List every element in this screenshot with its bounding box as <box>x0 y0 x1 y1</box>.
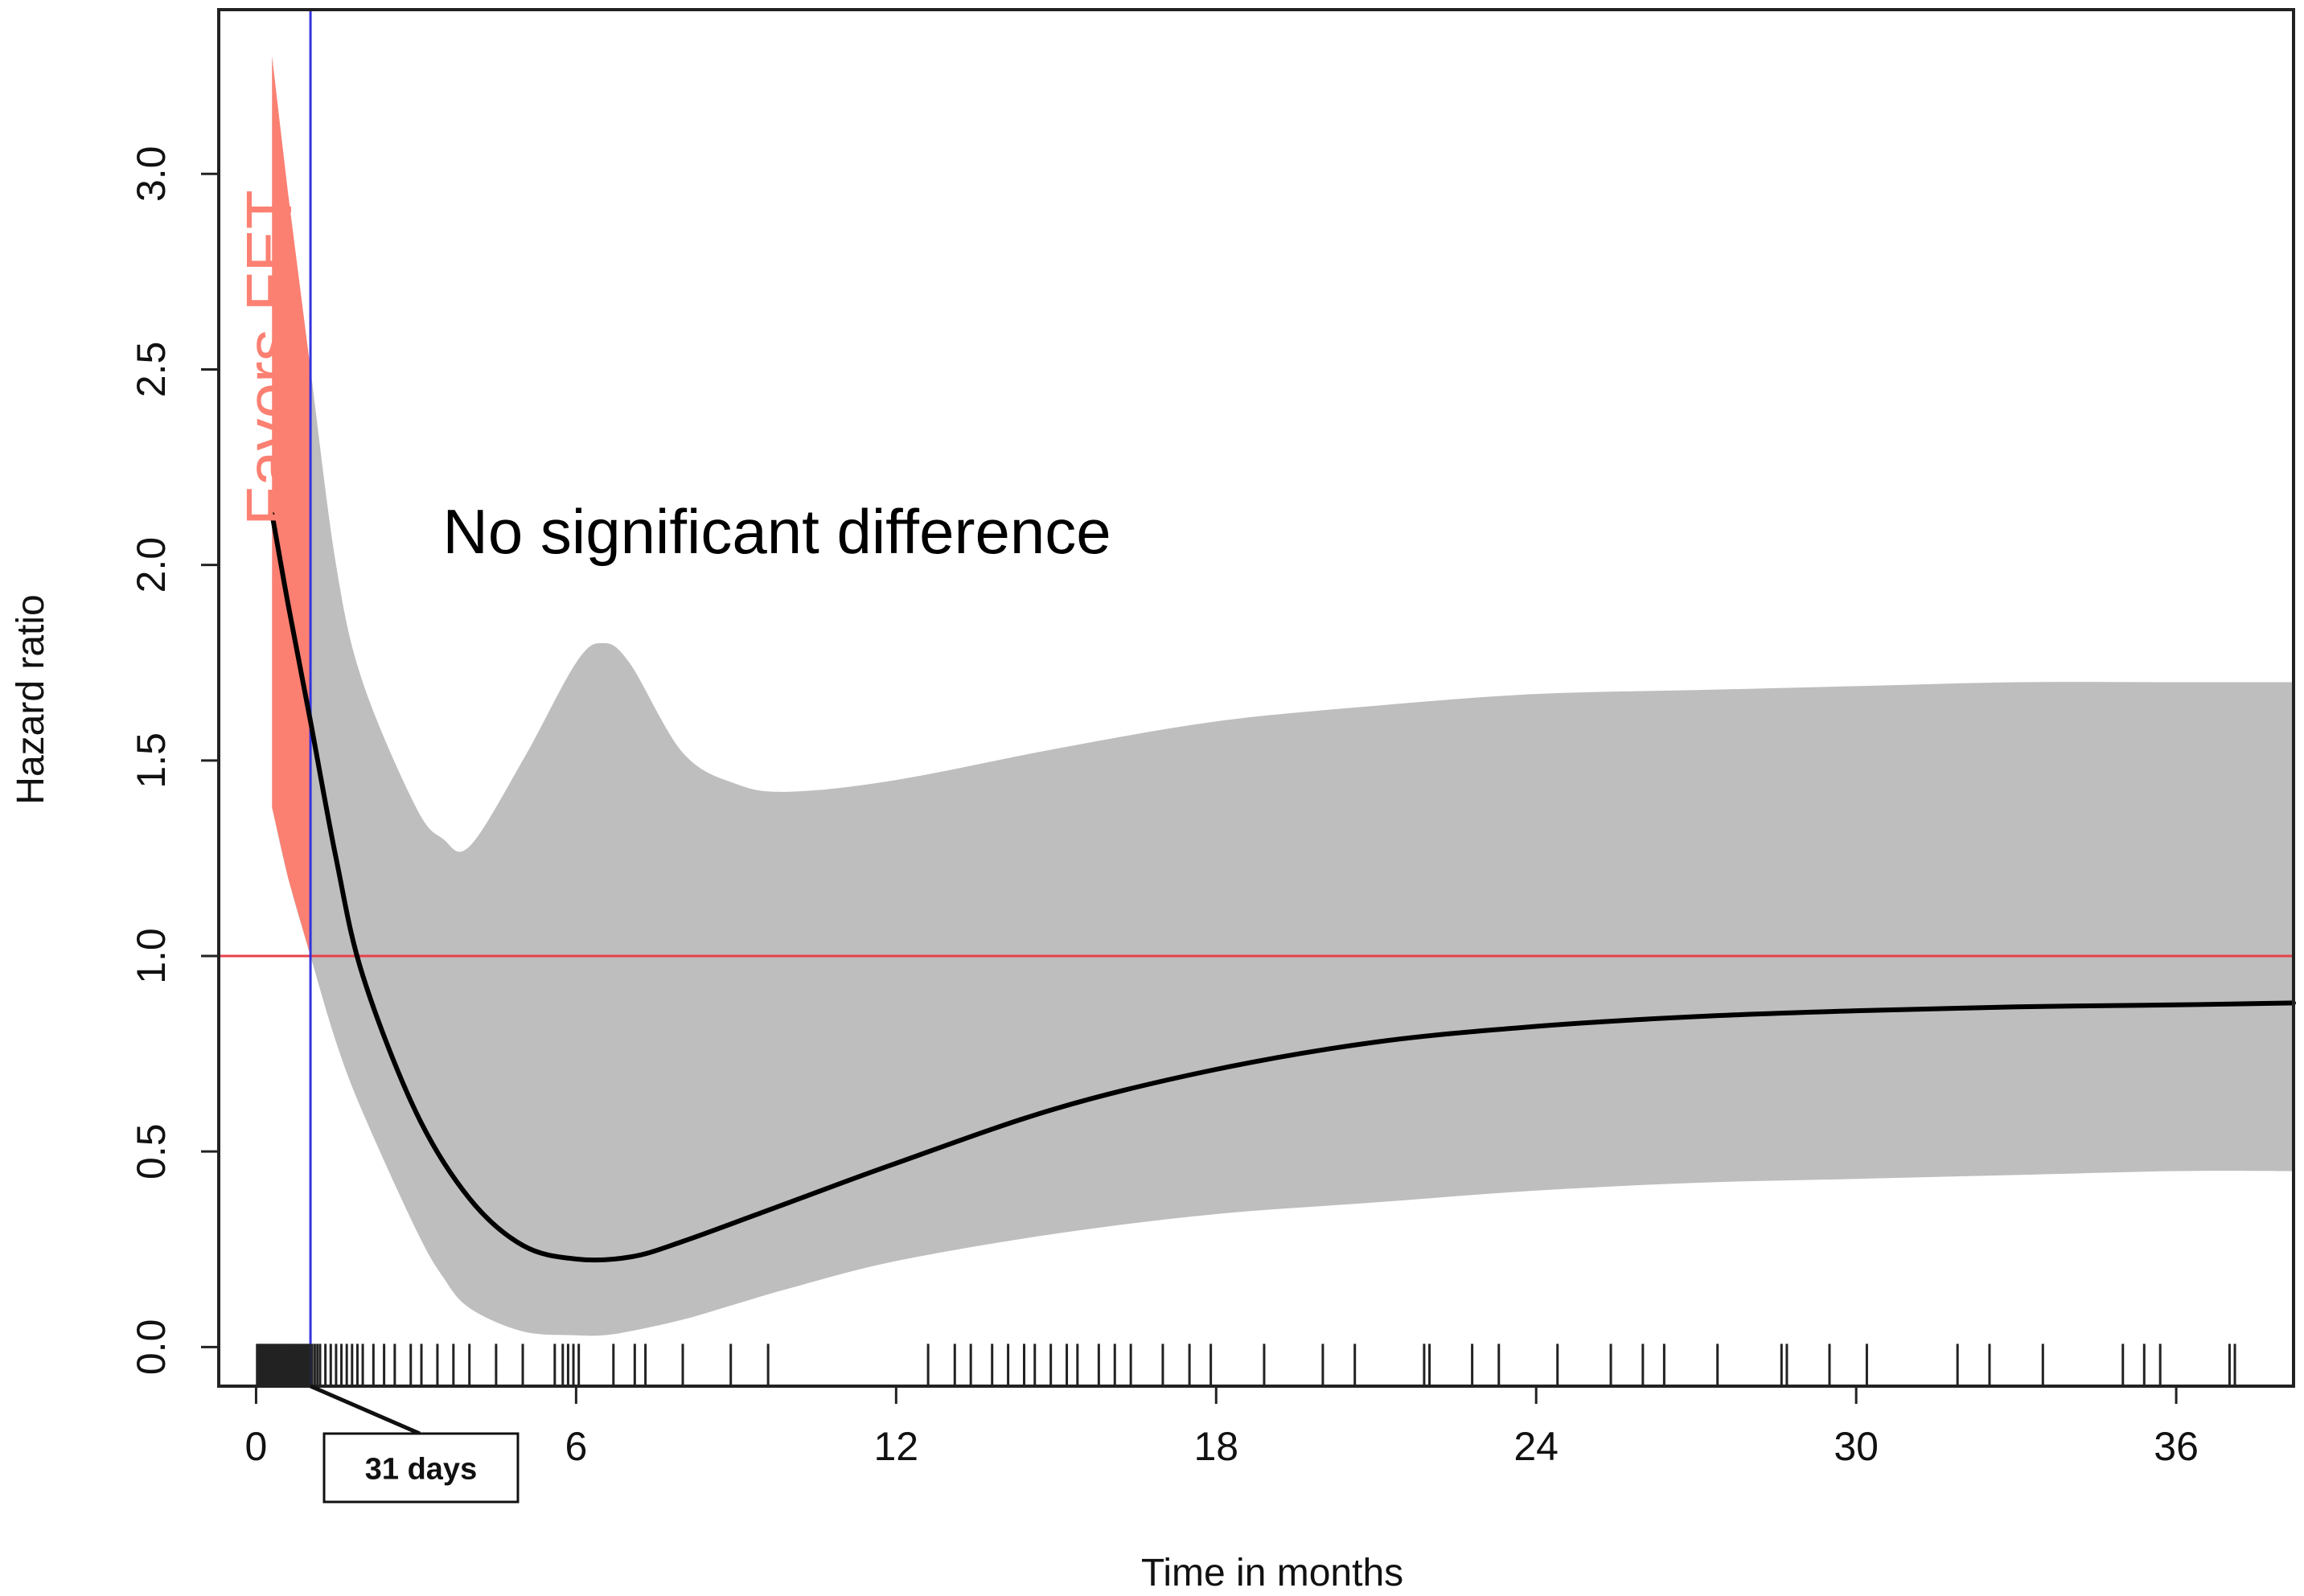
x-tick-label: 30 <box>1834 1424 1879 1469</box>
favors-fet-label: Favors FET <box>233 190 305 526</box>
x-tick-label: 18 <box>1193 1424 1238 1469</box>
confidence-band-layer <box>272 56 2294 1336</box>
reference-lines-layer <box>219 10 2294 1386</box>
callout-box <box>322 1432 520 1504</box>
annotation-layer: Favors FET No significant difference Tim… <box>10 190 1403 1594</box>
x-tick-label: 24 <box>1513 1424 1559 1469</box>
x-tick-label: 0 <box>245 1424 268 1469</box>
axes-layer: 0 6 12 18 24 30 36 0.0 0.5 1.0 1.5 2.0 2.5 3.0 <box>129 8 2295 1469</box>
plot-frame <box>217 8 2295 1388</box>
y-tick-label: 3.0 <box>129 146 174 203</box>
hazard-curve-layer <box>269 511 2296 1263</box>
confidence-band <box>272 56 2294 1336</box>
favors-region-layer <box>272 56 311 956</box>
y-tick-label: 1.5 <box>129 732 174 789</box>
favors-fet-region <box>272 56 311 956</box>
hazard-ratio-curve <box>269 511 2296 1263</box>
x-tick-label: 6 <box>565 1424 587 1469</box>
x-tick-label: 12 <box>874 1424 919 1469</box>
y-axis-title: Hazard ratio <box>10 594 52 804</box>
x-axis-title: Time in months <box>1141 1552 1403 1594</box>
cutpoint-callout: 31 days <box>310 1384 520 1504</box>
event-rug-layer <box>256 1344 2236 1385</box>
callout-leader-line <box>310 1384 421 1436</box>
callout-label: 31 days <box>365 1453 477 1487</box>
y-tick-label: 0.0 <box>129 1319 174 1376</box>
y-tick-label: 0.5 <box>129 1123 174 1180</box>
y-tick-label: 2.5 <box>129 342 174 398</box>
y-tick-label: 1.0 <box>129 928 174 984</box>
y-tick-label: 2.0 <box>129 537 174 593</box>
no-significant-difference-label: No significant difference <box>443 496 1111 567</box>
x-tick-label: 36 <box>2154 1424 2199 1469</box>
